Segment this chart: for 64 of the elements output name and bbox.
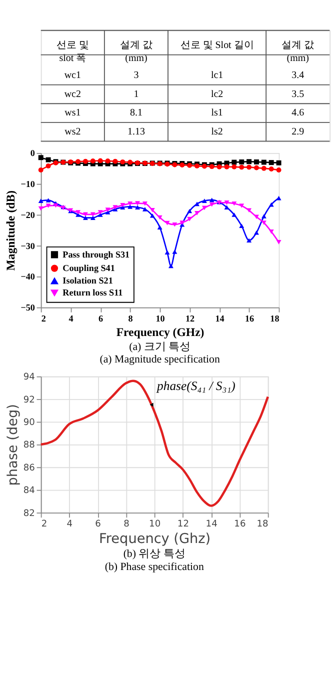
text: 3 (134, 70, 139, 82)
y-tick-label: −40 (20, 272, 36, 282)
y-tick-label: 0 (30, 148, 36, 158)
x-tick-label: 8 (124, 520, 130, 530)
text: (a) 크기 특성 (129, 341, 191, 354)
text: 1 (134, 88, 139, 100)
x-tick-label: 8 (128, 313, 134, 324)
x-tick-label: 2 (41, 313, 46, 324)
x-tick-label: 16 (234, 520, 246, 530)
y-tick-label: −50 (20, 302, 36, 313)
x-tick-label: 12 (177, 520, 189, 530)
x-tick-label: 16 (244, 313, 255, 324)
text: lc2 (210, 88, 224, 100)
text: 1.13 (127, 126, 145, 138)
y-tick-label: −10 (20, 179, 36, 190)
text: ws1 (64, 108, 81, 119)
text: 3.4 (292, 70, 304, 82)
text: (a) Magnitude specification (100, 354, 220, 366)
x-tick-label: 6 (95, 520, 102, 530)
legend-label: Isolation S21 (62, 276, 114, 286)
text: ls2 (211, 126, 223, 138)
x-tick-label: 10 (149, 520, 161, 530)
text: 8.1 (130, 108, 142, 119)
y-tick-label: 88 (23, 440, 36, 451)
text: wc1 (64, 70, 81, 82)
x-tick-label: 2 (41, 520, 48, 530)
text: (b) 위상 특성 (123, 548, 186, 560)
x-axis-title: Frequency (Ghz) (99, 531, 211, 548)
x-tick-label: 10 (156, 313, 166, 324)
annotation: phase(S₄₁ / S₃₁) (156, 379, 236, 394)
y-axis-title: phase (deg) (5, 404, 22, 486)
legend-label: Return loss S11 (62, 288, 124, 298)
y-tick-label: −20 (20, 210, 36, 220)
x-axis-title: Frequency (GHz) (116, 324, 204, 339)
x-tick-label: 14 (206, 520, 218, 530)
y-tick-label: 86 (23, 463, 36, 474)
legend-label: Coupling S41 (62, 263, 116, 274)
x-tick-label: 4 (68, 313, 74, 324)
y-tick-label: −30 (20, 240, 36, 251)
x-tick-label: 6 (98, 313, 104, 324)
y-tick-label: 92 (23, 395, 35, 406)
x-tick-label: 12 (185, 313, 196, 324)
legend-label: Pass through S31 (62, 249, 130, 260)
text: 선로 및 slot 폭 (56, 40, 89, 64)
text: wc2 (64, 88, 81, 100)
text: lc1 (210, 70, 224, 82)
x-tick-label: 14 (215, 313, 225, 324)
y-tick-label: 82 (23, 508, 35, 519)
text: 3.5 (292, 88, 304, 100)
x-tick-label: 18 (270, 313, 280, 324)
text: ws2 (64, 126, 81, 138)
text: 2.9 (292, 126, 304, 138)
text: 선로 및 Slot 길이 (180, 40, 254, 52)
y-tick-label: 84 (23, 486, 36, 496)
text: 4.6 (292, 108, 304, 119)
y-tick-label: 90 (23, 418, 36, 428)
text: 설계 값 (mm) (120, 40, 152, 64)
text: (b) Phase specification (104, 560, 204, 573)
x-tick-label: 18 (256, 520, 269, 530)
y-tick-label: 94 (23, 372, 36, 383)
text: ls1 (211, 108, 223, 119)
y-axis-title: Magnitude (dB) (3, 190, 18, 271)
text: 설계 값 (mm) (282, 40, 314, 64)
x-tick-label: 4 (66, 520, 73, 530)
